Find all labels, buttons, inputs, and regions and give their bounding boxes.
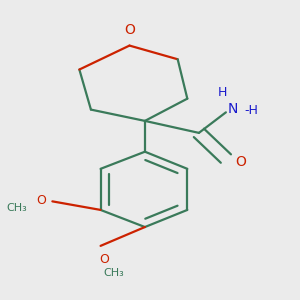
Text: O: O	[236, 155, 246, 169]
Text: -H: -H	[244, 104, 258, 117]
Text: O: O	[124, 23, 135, 37]
Text: CH₃: CH₃	[104, 268, 124, 278]
Text: O: O	[37, 194, 46, 207]
Text: N: N	[228, 102, 238, 116]
Text: H: H	[217, 86, 227, 99]
Text: CH₃: CH₃	[7, 202, 27, 212]
Text: O: O	[100, 253, 110, 266]
